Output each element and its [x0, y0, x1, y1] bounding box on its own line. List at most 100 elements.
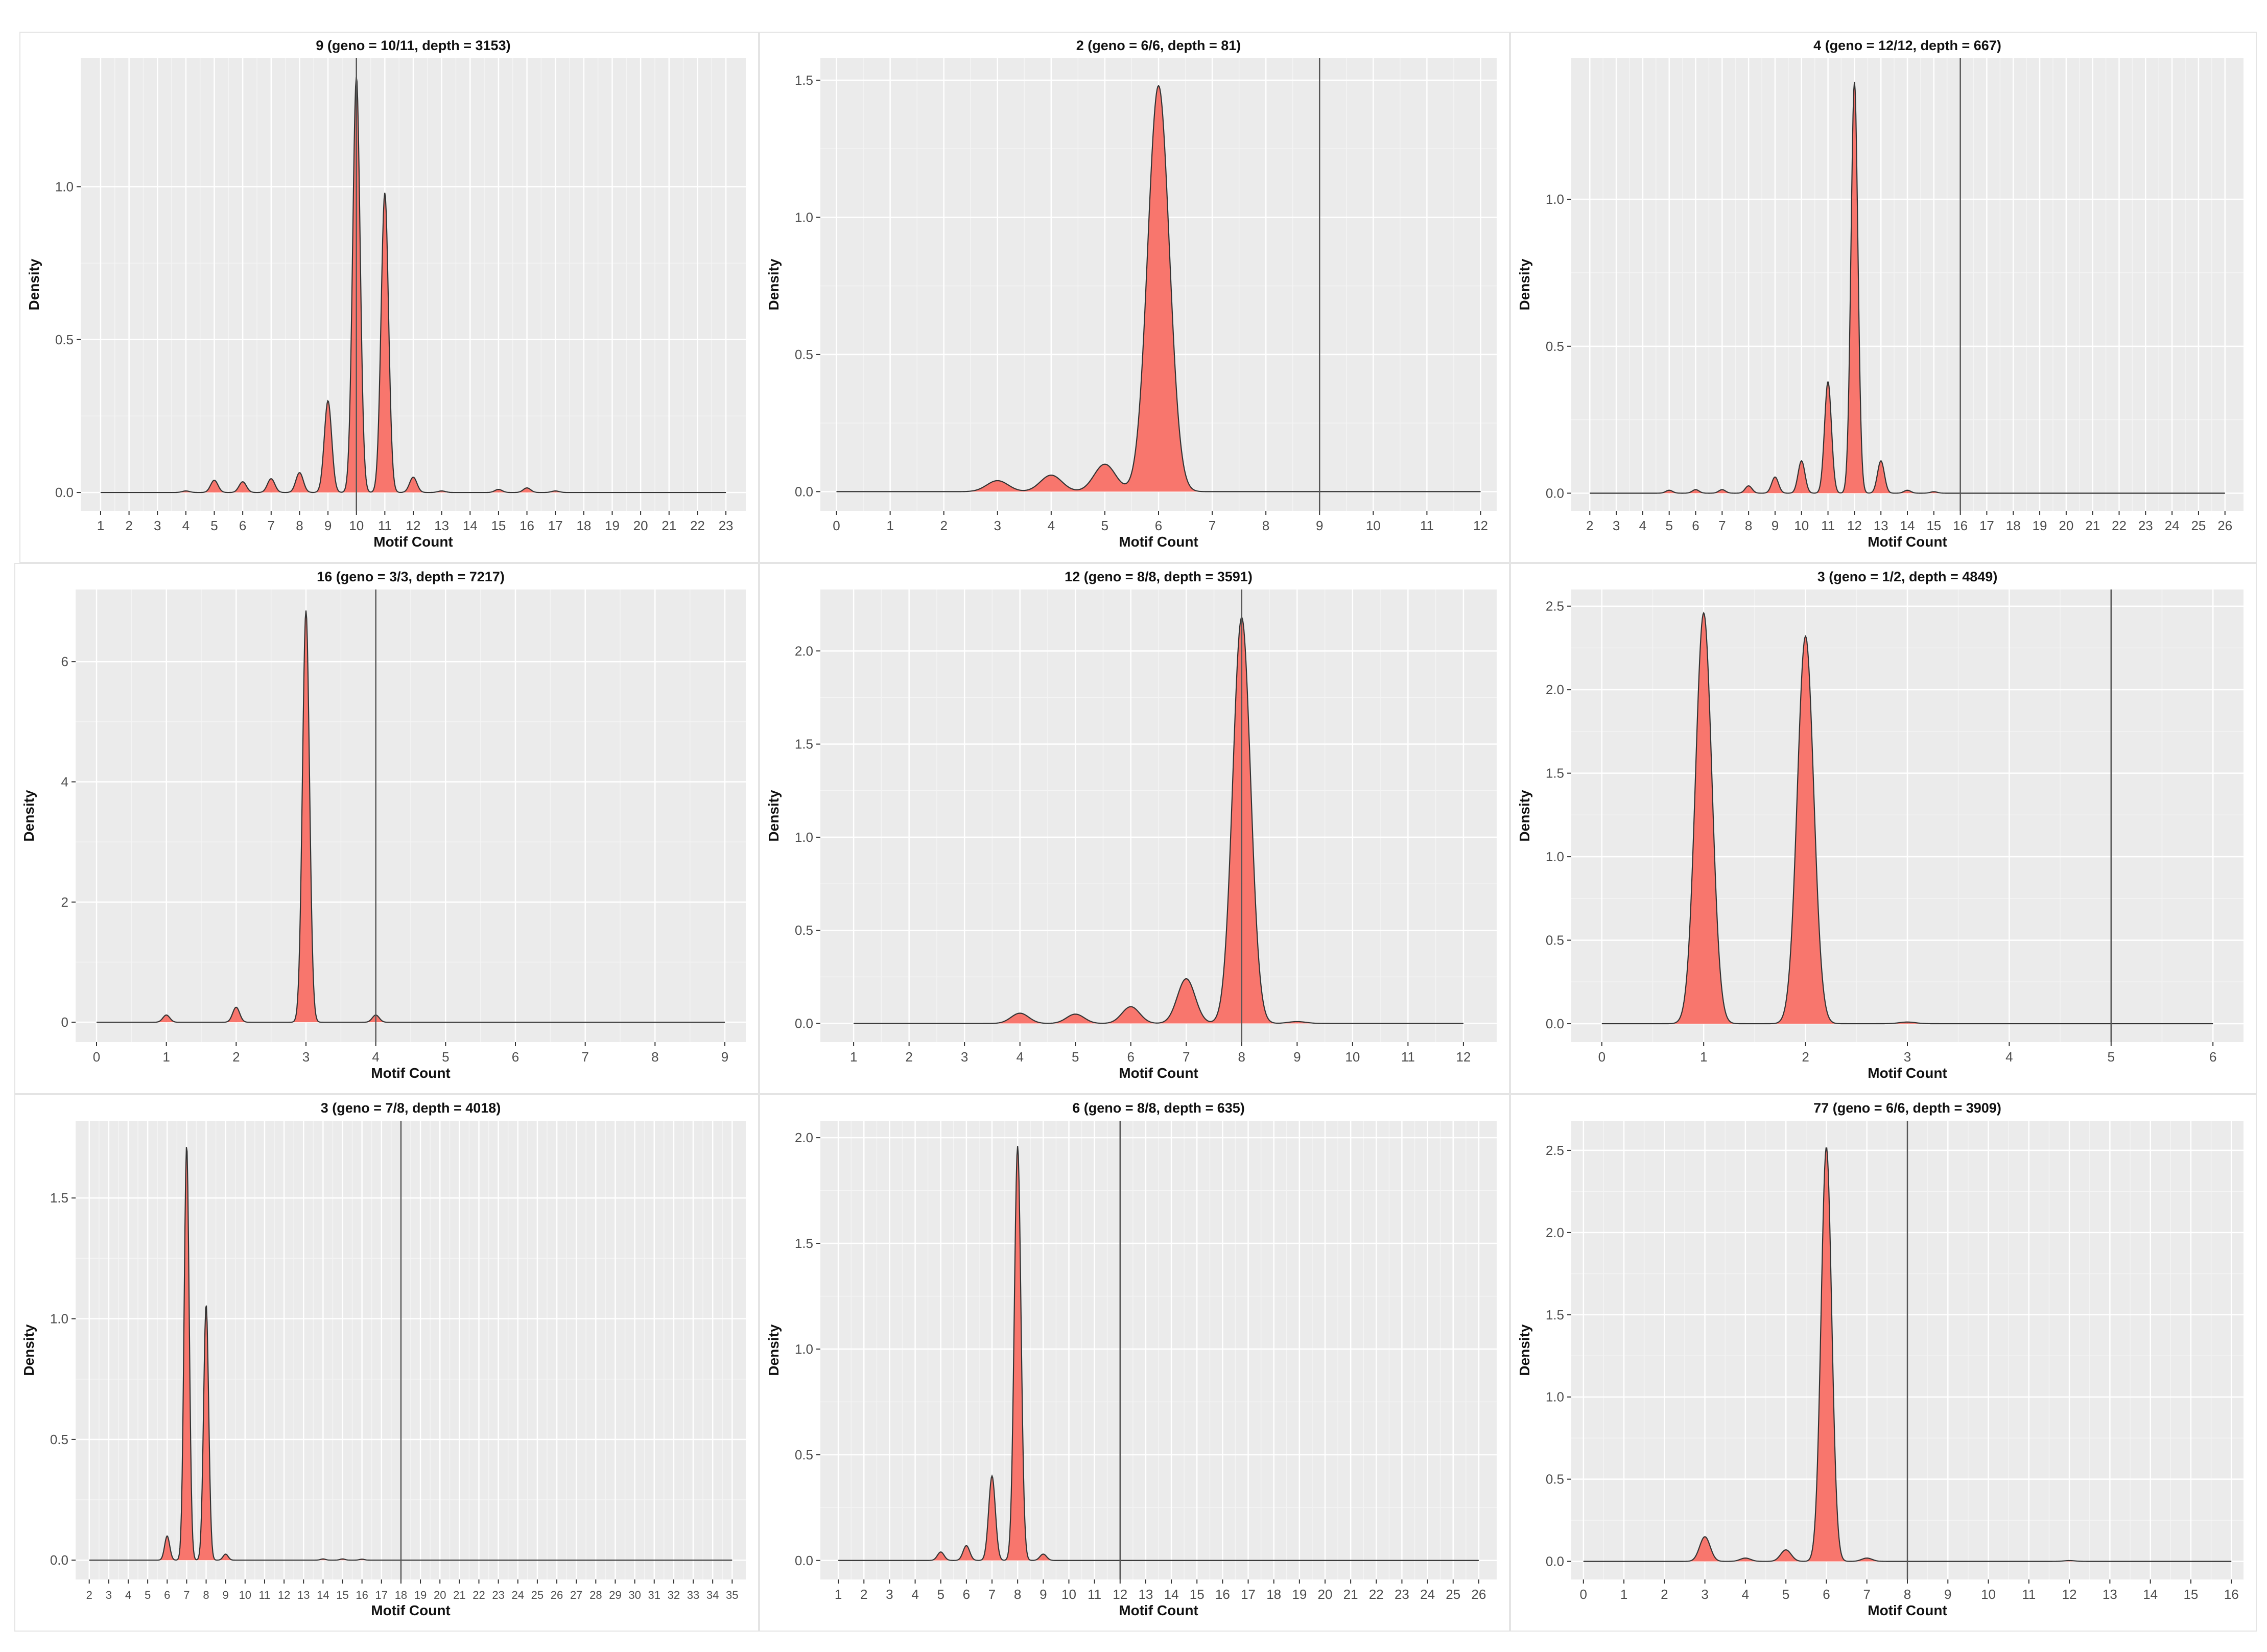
- x-tick-label: 1: [850, 1049, 857, 1065]
- y-axis-label: Density: [766, 1324, 782, 1376]
- x-tick-label: 12: [2062, 1587, 2077, 1602]
- y-tick-label: 0.5: [1546, 339, 1564, 354]
- x-tick-label: 21: [453, 1589, 465, 1601]
- x-tick-label: 16: [356, 1589, 368, 1601]
- x-tick-label: 5: [210, 518, 218, 533]
- x-tick-label: 4: [372, 1049, 379, 1065]
- y-tick-label: 1.0: [795, 209, 813, 225]
- x-tick-label: 3: [961, 1049, 968, 1065]
- density-line: [100, 77, 726, 493]
- x-tick-label: 17: [375, 1589, 388, 1601]
- x-tick-label: 22: [473, 1589, 485, 1601]
- x-tick-label: 15: [2183, 1587, 2198, 1602]
- x-tick-label: 4: [125, 1589, 131, 1601]
- y-tick-label: 0.0: [1546, 1554, 1564, 1569]
- x-tick-label: 26: [2217, 518, 2232, 533]
- x-tick-label: 5: [442, 1049, 449, 1065]
- x-tick-label: 11: [259, 1589, 271, 1601]
- chart-title: 6 (geno = 8/8, depth = 635): [1072, 1100, 1245, 1116]
- y-tick-label: 0.0: [795, 484, 813, 499]
- x-tick-label: 0: [833, 518, 840, 533]
- density-line: [89, 1147, 733, 1561]
- x-tick-label: 9: [1040, 1587, 1047, 1602]
- x-tick-label: 6: [1127, 1049, 1135, 1065]
- x-tick-label: 20: [434, 1589, 446, 1601]
- y-axis-label: Density: [766, 790, 782, 842]
- x-tick-label: 5: [145, 1589, 151, 1601]
- density-panel-2: 0 1 2 3 4 5 6 7 8 9 10 11 12 0.0 0.5 1.0 1.5 2 (geno = 6/…: [759, 32, 1510, 563]
- x-tick-label: 13: [434, 518, 449, 533]
- x-tick-label: 19: [414, 1589, 427, 1601]
- x-tick-label: 9: [1316, 518, 1323, 533]
- x-tick-label: 7: [1863, 1587, 1870, 1602]
- x-tick-label: 7: [183, 1589, 190, 1601]
- x-tick-label: 3: [302, 1049, 310, 1065]
- x-tick-label: 3: [1701, 1587, 1708, 1602]
- y-tick-label: 1.5: [795, 1236, 813, 1251]
- x-tick-label: 14: [1900, 518, 1915, 533]
- x-tick-label: 6: [1823, 1587, 1830, 1602]
- chart-svg: 0 1 2 3 4 5 6 7 8 9 0 2 4 6 16 (geno = 3/3, depth = 72…: [21, 569, 746, 1081]
- x-axis-label: Motif Count: [373, 534, 453, 550]
- density-panel-8: 1 2 3 4 5 6 7 8 9 10 11 12 13 14 15 16 17 18 19 20 21 22 23 24 2…: [759, 1094, 1510, 1632]
- x-tick-label: 33: [687, 1589, 699, 1601]
- y-axis-label: Density: [1517, 790, 1532, 842]
- x-tick-label: 2: [905, 1049, 912, 1065]
- x-tick-label: 7: [1183, 1049, 1190, 1065]
- x-tick-label: 23: [492, 1589, 504, 1601]
- y-tick-label: 0.0: [1546, 485, 1564, 501]
- x-tick-label: 3: [1904, 1049, 1911, 1065]
- x-tick-label: 25: [2191, 518, 2206, 533]
- chart-svg: 2 3 4 5 6 7 8 9 10 11 12 13 14 15 16 17 18 19 20 21 22 23 24 25…: [1517, 38, 2244, 550]
- x-tick-label: 11: [2022, 1587, 2036, 1602]
- y-tick-label: 2.0: [795, 643, 813, 658]
- x-tick-label: 22: [2112, 518, 2127, 533]
- x-tick-label: 5: [2108, 1049, 2115, 1065]
- x-tick-label: 9: [223, 1589, 229, 1601]
- y-tick-label: 2.0: [1546, 1225, 1564, 1240]
- x-tick-label: 1: [835, 1587, 842, 1602]
- x-tick-label: 18: [576, 518, 591, 533]
- x-tick-label: 3: [154, 518, 161, 533]
- x-tick-label: 8: [1745, 518, 1752, 533]
- y-tick-label: 0.5: [795, 347, 813, 362]
- x-tick-label: 13: [1138, 1587, 1153, 1602]
- y-axis-label: Density: [21, 790, 37, 842]
- x-tick-label: 0: [1598, 1049, 1605, 1065]
- x-tick-label: 9: [721, 1049, 728, 1065]
- x-tick-label: 21: [662, 518, 676, 533]
- x-tick-label: 0: [93, 1049, 100, 1065]
- y-tick-label: 2.5: [1546, 599, 1564, 614]
- chart-title: 4 (geno = 12/12, depth = 667): [1813, 38, 2001, 53]
- x-tick-label: 18: [1266, 1587, 1281, 1602]
- x-axis-label: Motif Count: [1119, 534, 1198, 550]
- x-axis-label: Motif Count: [1119, 1065, 1198, 1081]
- chart-svg: 1 2 3 4 5 6 7 8 9 10 11 120.00.51.01.52.012 (geno =…: [766, 569, 1497, 1081]
- chart-title: 12 (geno = 8/8, depth = 3591): [1065, 569, 1253, 584]
- x-tick-label: 10: [1366, 518, 1381, 533]
- x-tick-label: 3: [106, 1589, 112, 1601]
- chart-svg: 0 1 2 3 4 5 6 7 8 9 10 11 120.00.51.01.52 (geno = 6/…: [766, 38, 1497, 550]
- x-tick-label: 26: [551, 1589, 563, 1601]
- x-tick-label: 15: [336, 1589, 348, 1601]
- x-tick-label: 4: [911, 1587, 918, 1602]
- x-tick-label: 34: [706, 1589, 719, 1601]
- chart-title: 77 (geno = 6/6, depth = 3909): [1813, 1100, 2001, 1116]
- x-tick-label: 24: [1420, 1587, 1435, 1602]
- x-tick-label: 2: [1586, 518, 1593, 533]
- y-axis-label: Density: [1517, 1324, 1532, 1376]
- x-tick-label: 16: [2224, 1587, 2239, 1602]
- x-tick-label: 24: [2165, 518, 2180, 533]
- x-tick-label: 12: [1113, 1587, 1127, 1602]
- x-tick-label: 23: [2138, 518, 2153, 533]
- x-tick-label: 15: [1190, 1587, 1205, 1602]
- x-tick-label: 5: [1072, 1049, 1079, 1065]
- x-axis-label: Motif Count: [371, 1602, 451, 1618]
- y-tick-label: 2: [61, 894, 68, 910]
- x-tick-label: 5: [1101, 518, 1108, 533]
- x-tick-label: 13: [2103, 1587, 2117, 1602]
- x-tick-label: 12: [406, 518, 421, 533]
- y-tick-label: 1.5: [795, 737, 813, 752]
- y-tick-label: 0.5: [55, 332, 74, 347]
- x-tick-label: 20: [2059, 518, 2073, 533]
